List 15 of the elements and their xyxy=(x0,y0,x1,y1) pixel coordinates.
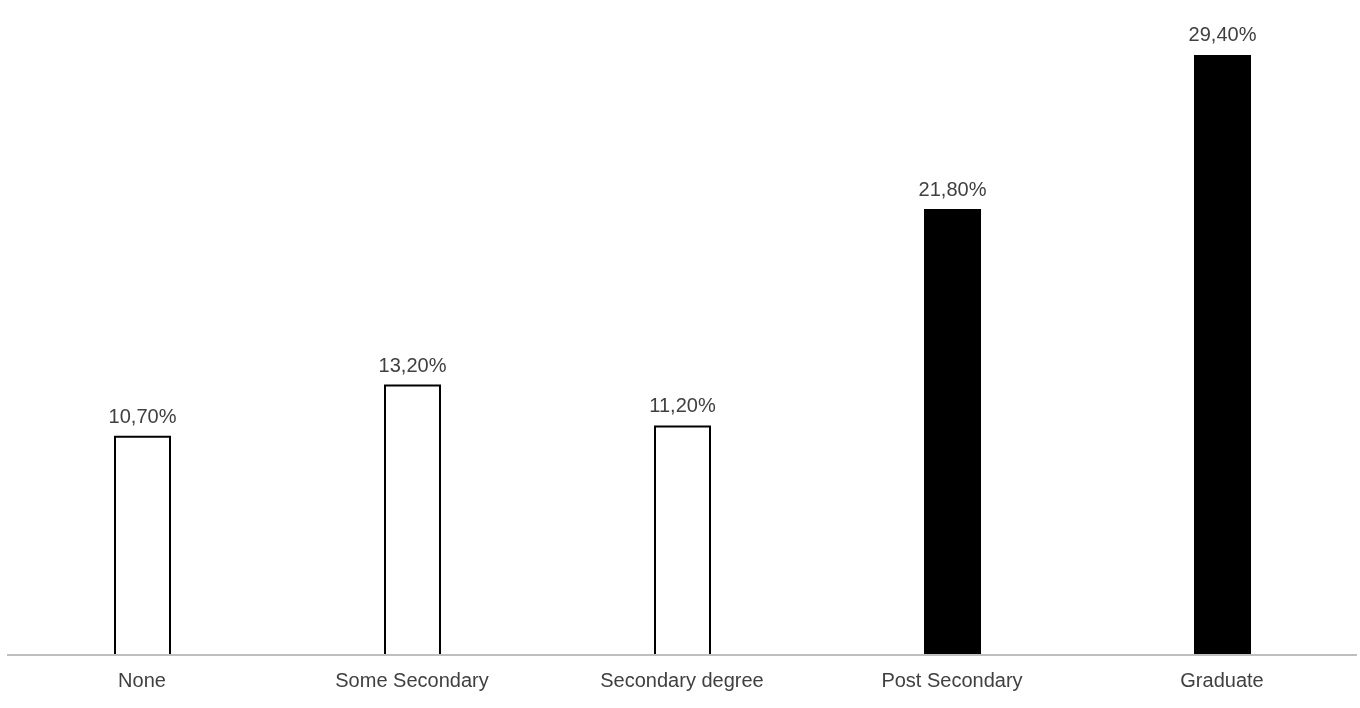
x-tick-label: Graduate xyxy=(1180,669,1264,692)
x-tick-label: Post Secondary xyxy=(881,669,1023,692)
data-label: 11,20% xyxy=(649,394,716,417)
bar xyxy=(114,435,171,655)
x-tick-label: Some Secondary xyxy=(335,669,489,692)
bar xyxy=(384,384,441,655)
data-label: 10,70% xyxy=(108,404,177,427)
bar xyxy=(654,425,711,655)
bar xyxy=(924,209,981,655)
x-tick-label: None xyxy=(118,669,166,692)
x-tick-label: Secondary degree xyxy=(600,669,764,692)
data-label: 21,80% xyxy=(918,178,987,201)
data-label: 13,20% xyxy=(378,353,447,376)
data-label: 29,40% xyxy=(1188,23,1257,45)
bar xyxy=(1194,55,1251,655)
